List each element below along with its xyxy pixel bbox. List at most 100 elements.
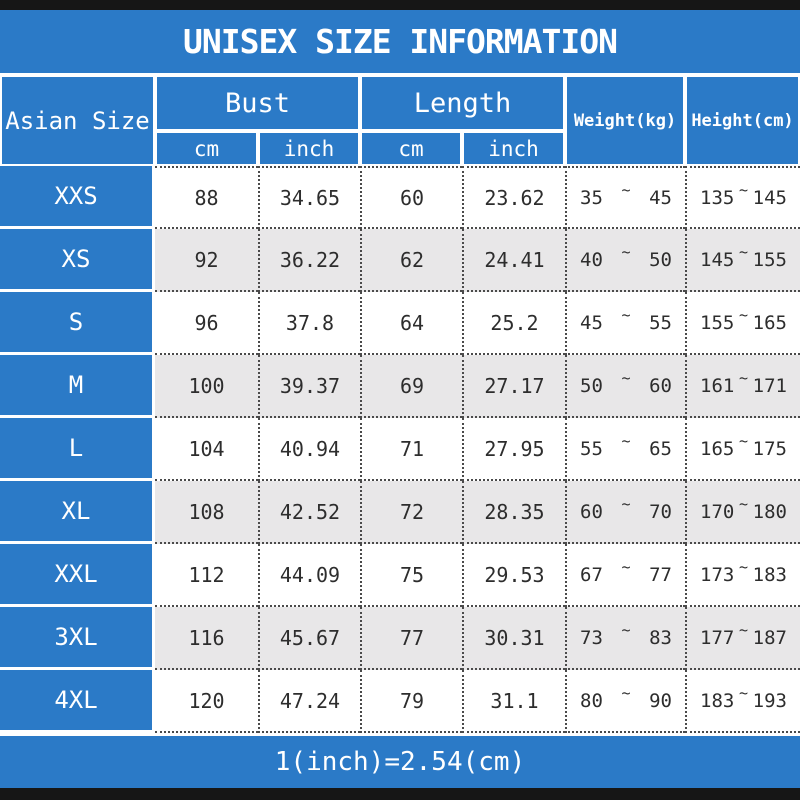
weight-min: 55	[580, 437, 603, 460]
height-min: 165	[700, 437, 735, 460]
tilde-glyph: ~	[621, 620, 631, 639]
length-inch-value: 25.2	[462, 292, 565, 355]
weight-range: 60 ~ 70	[565, 481, 685, 544]
bust-inch-value: 47.24	[258, 670, 360, 733]
height-max: 183	[752, 563, 787, 586]
conversion-note: 1(inch)=2.54(cm)	[274, 747, 526, 777]
height-max: 165	[752, 311, 787, 334]
height-max: 145	[752, 186, 787, 209]
table-row: XS 92 36.22 62 24.41 40 ~ 50 145 ~ 155	[0, 229, 800, 292]
tilde-glyph: ~	[738, 557, 749, 576]
table-header: Asian Size Bust Length Weight(kg) Height…	[0, 75, 800, 166]
bottom-black-bar	[0, 788, 800, 800]
bust-cm-value: 92	[155, 229, 258, 292]
size-label: XS	[0, 229, 155, 292]
tilde-glyph: ~	[621, 180, 631, 199]
bust-inch-value: 36.22	[258, 229, 360, 292]
length-inch-value: 24.41	[462, 229, 565, 292]
table-row: XL 108 42.52 72 28.35 60 ~ 70 170 ~ 180	[0, 481, 800, 544]
tilde-glyph: ~	[621, 557, 631, 576]
weight-range: 73 ~ 83	[565, 607, 685, 670]
height-min: 145	[700, 248, 735, 271]
height-min: 183	[700, 689, 735, 712]
height-range: 173 ~ 183	[685, 544, 800, 607]
height-max: 155	[752, 248, 787, 271]
top-black-bar	[0, 0, 800, 10]
height-max: 171	[752, 374, 787, 397]
height-min: 177	[700, 626, 735, 649]
tilde-glyph: ~	[621, 494, 631, 513]
table-row: XXS 88 34.65 60 23.62 35 ~ 45 135 ~ 145	[0, 166, 800, 229]
table-row: M 100 39.37 69 27.17 50 ~ 60 161 ~ 171	[0, 355, 800, 418]
weight-max: 55	[649, 311, 672, 334]
tilde-glyph: ~	[621, 305, 631, 324]
size-label: L	[0, 418, 155, 481]
height-min: 170	[700, 500, 735, 523]
bust-cm-value: 120	[155, 670, 258, 733]
table-row: XXL 112 44.09 75 29.53 67 ~ 77 173 ~ 183	[0, 544, 800, 607]
column-header-asian-size: Asian Size	[0, 75, 155, 166]
weight-max: 77	[649, 563, 672, 586]
weight-range: 67 ~ 77	[565, 544, 685, 607]
length-cm-value: 77	[360, 607, 462, 670]
height-min: 161	[700, 374, 735, 397]
height-min: 173	[700, 563, 735, 586]
tilde-glyph: ~	[738, 368, 749, 387]
table-row: S 96 37.8 64 25.2 45 ~ 55 155 ~ 165	[0, 292, 800, 355]
weight-min: 45	[580, 311, 603, 334]
size-label: M	[0, 355, 155, 418]
column-header-height: Height(cm)	[685, 75, 800, 166]
footer-bar: 1(inch)=2.54(cm)	[0, 733, 800, 788]
title-bar: UNISEX SIZE INFORMATION	[0, 10, 800, 75]
height-range: 145 ~ 155	[685, 229, 800, 292]
weight-min: 80	[580, 689, 603, 712]
size-label: S	[0, 292, 155, 355]
tilde-glyph: ~	[738, 683, 749, 702]
height-range: 165 ~ 175	[685, 418, 800, 481]
size-label: 3XL	[0, 607, 155, 670]
column-header-bust-cm: cm	[155, 131, 258, 166]
bust-inch-value: 44.09	[258, 544, 360, 607]
length-cm-value: 64	[360, 292, 462, 355]
weight-max: 65	[649, 437, 672, 460]
bust-cm-value: 104	[155, 418, 258, 481]
column-header-weight: Weight(kg)	[565, 75, 685, 166]
length-cm-value: 71	[360, 418, 462, 481]
weight-max: 50	[649, 248, 672, 271]
weight-min: 50	[580, 374, 603, 397]
weight-range: 45 ~ 55	[565, 292, 685, 355]
page-title: UNISEX SIZE INFORMATION	[183, 22, 618, 61]
weight-max: 83	[649, 626, 672, 649]
bust-cm-value: 100	[155, 355, 258, 418]
length-inch-value: 27.17	[462, 355, 565, 418]
height-min: 135	[700, 186, 735, 209]
height-range: 161 ~ 171	[685, 355, 800, 418]
tilde-glyph: ~	[738, 620, 749, 639]
bust-inch-value: 42.52	[258, 481, 360, 544]
bust-cm-value: 112	[155, 544, 258, 607]
length-inch-value: 31.1	[462, 670, 565, 733]
tilde-glyph: ~	[621, 242, 631, 261]
weight-max: 90	[649, 689, 672, 712]
weight-min: 67	[580, 563, 603, 586]
tilde-glyph: ~	[738, 305, 749, 324]
height-max: 180	[752, 500, 787, 523]
weight-min: 60	[580, 500, 603, 523]
height-range: 177 ~ 187	[685, 607, 800, 670]
weight-max: 45	[649, 186, 672, 209]
height-range: 155 ~ 165	[685, 292, 800, 355]
table-row: L 104 40.94 71 27.95 55 ~ 65 165 ~ 175	[0, 418, 800, 481]
tilde-glyph: ~	[621, 368, 631, 387]
weight-max: 60	[649, 374, 672, 397]
table-row: 3XL 116 45.67 77 30.31 73 ~ 83 177 ~ 187	[0, 607, 800, 670]
bust-inch-value: 45.67	[258, 607, 360, 670]
length-inch-value: 28.35	[462, 481, 565, 544]
length-inch-value: 30.31	[462, 607, 565, 670]
length-cm-value: 79	[360, 670, 462, 733]
bust-cm-value: 96	[155, 292, 258, 355]
column-header-length: Length	[360, 75, 565, 131]
table-body: XXS 88 34.65 60 23.62 35 ~ 45 135 ~ 145 …	[0, 166, 800, 733]
length-cm-value: 60	[360, 166, 462, 229]
weight-range: 40 ~ 50	[565, 229, 685, 292]
